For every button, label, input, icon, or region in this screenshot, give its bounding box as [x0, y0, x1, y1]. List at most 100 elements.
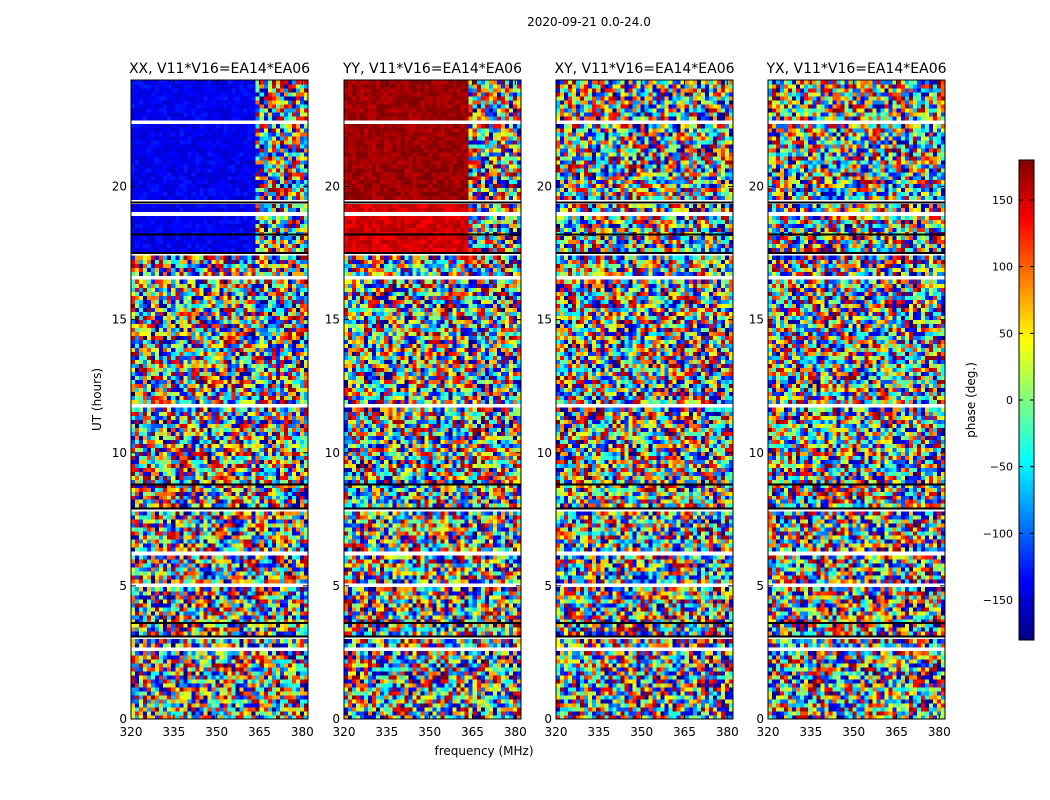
heatmap-cell [187, 399, 192, 404]
heatmap-cell [199, 355, 204, 360]
heatmap-cell [135, 455, 140, 460]
heatmap-cell [179, 291, 184, 297]
heatmap-cell [151, 359, 156, 364]
heatmap-cell [271, 475, 277, 480]
heatmap-cell [283, 703, 289, 708]
heatmap-cell [163, 631, 168, 636]
heatmap-cell [139, 311, 144, 317]
heatmap-cell [139, 307, 144, 313]
heatmap-cell [199, 467, 204, 472]
heatmap-cell [299, 455, 305, 460]
heatmap-cell [275, 667, 281, 672]
heatmap-cell [195, 427, 200, 432]
heatmap-cell [171, 359, 176, 364]
heatmap-cell [275, 399, 281, 404]
heatmap-cell [207, 239, 212, 245]
heatmap-cell [167, 283, 172, 289]
heatmap-cell [267, 523, 273, 528]
heatmap-cell [235, 475, 241, 480]
heatmap-cell [191, 575, 196, 580]
heatmap-cell [131, 631, 136, 636]
heatmap-cell [243, 411, 249, 416]
heatmap-cell [167, 291, 172, 297]
heatmap-cell [203, 415, 208, 420]
heatmap-cell [239, 439, 245, 444]
heatmap-cell [235, 375, 241, 380]
heatmap-cell [263, 387, 269, 392]
heatmap-cell [135, 295, 140, 301]
heatmap-cell [219, 471, 224, 476]
heatmap-cell [239, 523, 245, 528]
heatmap-cell [175, 299, 180, 305]
heatmap-cell [287, 627, 293, 632]
heatmap-cell [187, 587, 192, 592]
heatmap-cell [239, 359, 245, 364]
heatmap-cell [271, 523, 277, 528]
heatmap-cell [191, 347, 196, 352]
heatmap-cell [131, 255, 136, 261]
heatmap-cell [191, 623, 196, 628]
heatmap-cell [151, 667, 156, 672]
heatmap-cell [215, 707, 220, 712]
heatmap-cell [239, 491, 245, 496]
heatmap-cell [135, 651, 140, 656]
heatmap-cell [179, 327, 184, 332]
heatmap-cell [215, 311, 220, 317]
heatmap-cell [251, 531, 257, 536]
heatmap-cell [191, 619, 196, 624]
heatmap-cell [163, 503, 168, 508]
heatmap-cell [239, 467, 245, 472]
heatmap-cell [215, 395, 220, 400]
heatmap-cell [203, 595, 208, 600]
heatmap-cell [159, 235, 164, 241]
heatmap-cell [139, 671, 144, 676]
heatmap-cell [303, 487, 309, 492]
heatmap-cell [263, 323, 269, 329]
heatmap-cell [183, 243, 188, 249]
heatmap-cell [195, 447, 200, 452]
heatmap-cell [239, 283, 245, 289]
heatmap-cell [231, 435, 236, 440]
heatmap-cell [295, 563, 301, 568]
heatmap-cell [275, 659, 281, 664]
heatmap-cell [275, 523, 281, 528]
heatmap-cell [131, 295, 136, 301]
heatmap-cell [203, 351, 208, 356]
heatmap-cell [223, 435, 228, 440]
heatmap-cell [175, 691, 180, 696]
heatmap-cell [255, 547, 261, 552]
heatmap-cell [295, 443, 301, 448]
heatmap-cell [143, 287, 148, 293]
heatmap-cell [155, 563, 160, 568]
heatmap-cell [295, 327, 301, 332]
heatmap-cell [219, 395, 224, 400]
heatmap-cell [283, 431, 289, 436]
heatmap-cell [207, 659, 212, 664]
heatmap-cell [199, 311, 204, 317]
heatmap-cell [267, 515, 273, 520]
heatmap-cell [279, 355, 285, 360]
heatmap-cell [259, 423, 265, 428]
heatmap-cell [139, 447, 144, 452]
heatmap-cell [203, 303, 208, 309]
heatmap-cell [219, 487, 224, 492]
heatmap-cell [227, 571, 232, 576]
heatmap-cell [163, 691, 168, 696]
heatmap-cell [251, 555, 257, 560]
heatmap-cell [131, 495, 136, 500]
heatmap-cell [151, 235, 156, 241]
heatmap-cell [131, 447, 136, 452]
heatmap-cell [219, 435, 224, 440]
heatmap-cell [219, 439, 224, 444]
heatmap-cell [271, 495, 277, 500]
heatmap-cell [259, 523, 265, 528]
heatmap-cell [175, 235, 180, 241]
heatmap-cell [263, 671, 269, 676]
heatmap-cell [211, 643, 216, 648]
heatmap-cell [267, 599, 273, 604]
heatmap-cell [243, 419, 249, 424]
heatmap-cell [279, 371, 285, 376]
heatmap-cell [203, 571, 208, 576]
heatmap-cell [211, 343, 216, 348]
heatmap-cell [259, 355, 265, 360]
